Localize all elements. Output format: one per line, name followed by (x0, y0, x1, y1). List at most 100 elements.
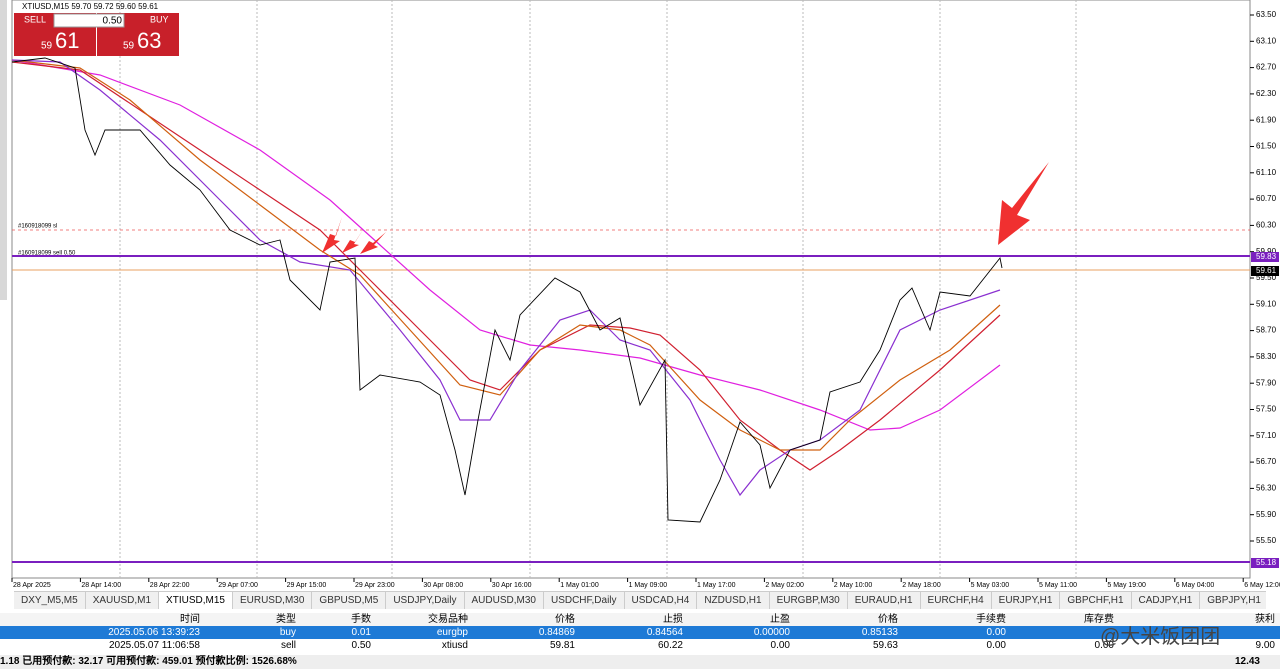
table-cell: eurgbp (436, 627, 468, 638)
price-tag: 59.61 (1256, 266, 1277, 275)
tab: AUDUSD,M30 (465, 592, 544, 609)
symbol-info: XTIUSD,M15 59.70 59.72 59.60 59.61 (22, 2, 159, 11)
table-cell: xtiusd (441, 640, 468, 651)
table-cell: sell (280, 640, 296, 651)
price-tag-bg (1251, 266, 1279, 276)
tab: DXY_M5,M5 (14, 592, 86, 609)
time-label: 2 May 18:00 (902, 582, 941, 589)
price-label: 58.30 (1256, 352, 1277, 361)
price-label: 55.50 (1256, 536, 1277, 545)
price-tag-bg (1251, 252, 1279, 262)
status-bar: 1.18 已用预付款: 32.17 可用预付款: 459.01 预付款比例: 1… (0, 655, 1280, 669)
sell-big: 61 (55, 28, 79, 53)
tab: EURAUD,H1 (848, 592, 921, 609)
price-label: 62.70 (1256, 63, 1277, 72)
column-header: 库存费 (1084, 614, 1114, 625)
price-tag-bg (1251, 558, 1279, 568)
time-label: 6 May 12:00 (1244, 582, 1280, 589)
tab: GBPJPY,H1 (1200, 592, 1266, 609)
tab: EURJPY,H1 (992, 592, 1061, 609)
tab: USDCHF,Daily (544, 592, 625, 609)
column-header: 手数 (351, 614, 371, 625)
price-label: 57.10 (1256, 431, 1277, 440)
table-header: 时间 类型 手数 交易品种 价格 止损 止盈 价格 手续费 库存费 获利 (0, 613, 1280, 626)
price-label: 63.10 (1256, 36, 1277, 45)
table-cell: 0.84869 (538, 627, 575, 638)
tab: EURCHF,H4 (921, 592, 992, 609)
table-cell: 0.00 (770, 640, 790, 651)
column-header: 止盈 (770, 614, 790, 625)
price-label: 61.10 (1256, 168, 1277, 177)
table-cell: 59.81 (549, 640, 575, 651)
column-header: 价格 (555, 614, 575, 625)
column-header: 交易品种 (428, 614, 468, 625)
time-label: 2 May 02:00 (765, 582, 804, 589)
status-left: 1.18 已用预付款: 32.17 可用预付款: 459.01 预付款比例: 1… (0, 656, 297, 667)
time-label: 28 Apr 14:00 (81, 582, 121, 589)
sell-small: 59 (41, 41, 53, 52)
table-cell: 0.00 (1094, 640, 1114, 651)
price-label: 62.30 (1256, 89, 1277, 98)
scrollbar (0, 0, 7, 300)
table-cell: 0.01 (351, 627, 371, 638)
column-header: 获利 (1255, 614, 1275, 625)
time-label: 5 May 11:00 (1039, 582, 1077, 589)
price-tag: 55.18 (1256, 558, 1277, 567)
column-header: 手续费 (976, 614, 1006, 625)
tab: GBPUSD,M5 (312, 592, 387, 609)
tab: EURUSD,M30 (233, 592, 313, 609)
sell-label: SELL (24, 14, 46, 24)
time-label: 28 Apr 22:00 (150, 582, 190, 589)
price-label: 59.50 (1256, 273, 1277, 282)
volume: 0.50 (103, 16, 123, 27)
table-cell: 0.00 (986, 640, 1006, 651)
table-cell: 2025.05.06 13:39:23 (108, 627, 200, 638)
ma-slow (11, 59, 1001, 431)
tab: USDJPY,Daily (386, 592, 465, 609)
price-label: 56.30 (1256, 484, 1277, 493)
price-label: 59.90 (1256, 247, 1277, 256)
tab-bar: DXY_M5,M5 XAUUSD,M1 XTIUSD,M15 EURUSD,M30 GB… (14, 591, 1266, 609)
ma-orange (11, 59, 1001, 451)
order-label: #160918099 sl (18, 224, 57, 230)
price-label: 58.70 (1256, 326, 1277, 335)
column-header: 止损 (663, 614, 683, 625)
time-label: 1 May 09:00 (629, 582, 668, 589)
price-label: 61.90 (1256, 115, 1277, 124)
time-label: 2 May 10:00 (834, 582, 873, 589)
table-cell: 0.00000 (753, 627, 790, 638)
tab: NZDUSD,H1 (697, 592, 770, 609)
time-label: 5 May 19:00 (1107, 582, 1146, 589)
price-tag: 59.83 (1256, 252, 1277, 261)
time-label: 1 May 01:00 (560, 582, 599, 589)
time-label: 5 May 03:00 (971, 582, 1010, 589)
price-label: 55.90 (1256, 510, 1277, 519)
price-label: 59.10 (1256, 299, 1277, 308)
trade-table: 时间 类型 手数 交易品种 价格 止损 止盈 价格 手续费 库存费 获利 2025.05.06 13:… (0, 611, 1280, 654)
plot-area (11, 0, 1251, 579)
table-cell: 2025.05.07 11:06:58 (108, 640, 200, 651)
tab: USDCAD,H4 (625, 592, 698, 609)
price-label: 61.50 (1256, 142, 1277, 151)
time-label: 30 Apr 08:00 (423, 582, 463, 589)
price-label: 63.50 (1256, 10, 1277, 19)
price-label: 57.90 (1256, 378, 1277, 387)
time-label: 28 Apr 2025 (13, 582, 51, 589)
tab: XAUUSD,M1 (86, 592, 160, 609)
time-label: 29 Apr 23:00 (355, 582, 395, 589)
time-label: 6 May 04:00 (1176, 582, 1215, 589)
time-label: 29 Apr 15:00 (287, 582, 327, 589)
table-row: 2025.05.06 13:39:23 buy 0.01 eurgbp 0.84869 0… (0, 626, 1280, 639)
watermark: @大米饭团团 (1100, 626, 1221, 648)
table-cell: 0.85133 (861, 627, 898, 638)
table-cell: 0.00 (986, 627, 1006, 638)
table-cell: 0.50 (351, 640, 371, 651)
buy-label: BUY (150, 14, 169, 24)
table-cell: 9.00 (1255, 640, 1275, 651)
time-label: 30 Apr 16:00 (492, 582, 532, 589)
tab: CADJPY,H1 (1132, 592, 1201, 609)
status-right: 12.43 (1234, 656, 1260, 667)
